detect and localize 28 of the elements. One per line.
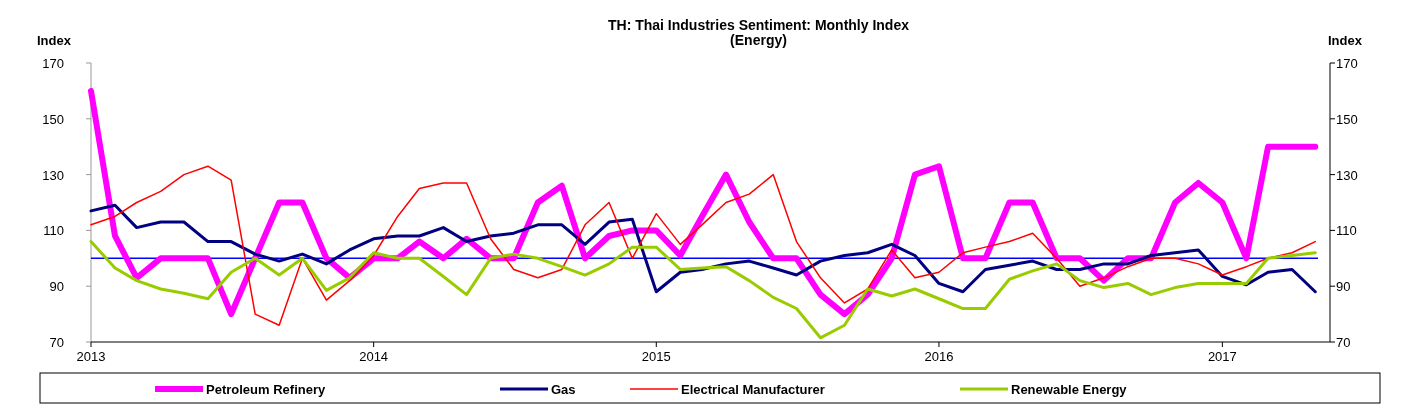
chart-subtitle: (Energy) [730, 32, 787, 48]
y-tick-label: 110 [43, 223, 64, 239]
line-series [89, 240, 1317, 340]
line-series [90, 165, 1317, 327]
x-tick-label: 2015 [641, 349, 671, 364]
legend-label: Gas [551, 382, 576, 397]
y2-tick-label: 130 [1336, 167, 1358, 183]
y2-tick-label: 110 [1336, 223, 1357, 239]
x-tick-label: 2016 [924, 349, 954, 364]
y2-tick-label: 150 [1336, 111, 1358, 127]
legend-label: Renewable Energy [1011, 382, 1128, 397]
y-tick-label: 130 [42, 167, 64, 183]
x-tick-label: 2014 [359, 349, 389, 364]
x-tick-label: 2013 [76, 349, 106, 364]
legend-label: Petroleum Refinery [206, 382, 326, 397]
legend-label: Electrical Manufacturer [681, 382, 825, 397]
chart-title: TH: Thai Industries Sentiment: Monthly Index [607, 17, 910, 33]
x-tick-label: 2017 [1207, 349, 1237, 364]
y2-axis-title: Index [1328, 33, 1363, 48]
y-tick-label: 150 [42, 111, 64, 127]
y2-tick-label: 90 [1336, 279, 1351, 295]
y-tick-label: 90 [49, 279, 64, 295]
y-tick-label: 70 [49, 335, 64, 350]
line-series [89, 203, 1317, 294]
y-axis-title: Index [37, 33, 72, 48]
y-tick-label: 170 [42, 56, 64, 71]
y2-tick-label: 70 [1336, 335, 1351, 350]
y2-tick-label: 170 [1336, 56, 1358, 71]
